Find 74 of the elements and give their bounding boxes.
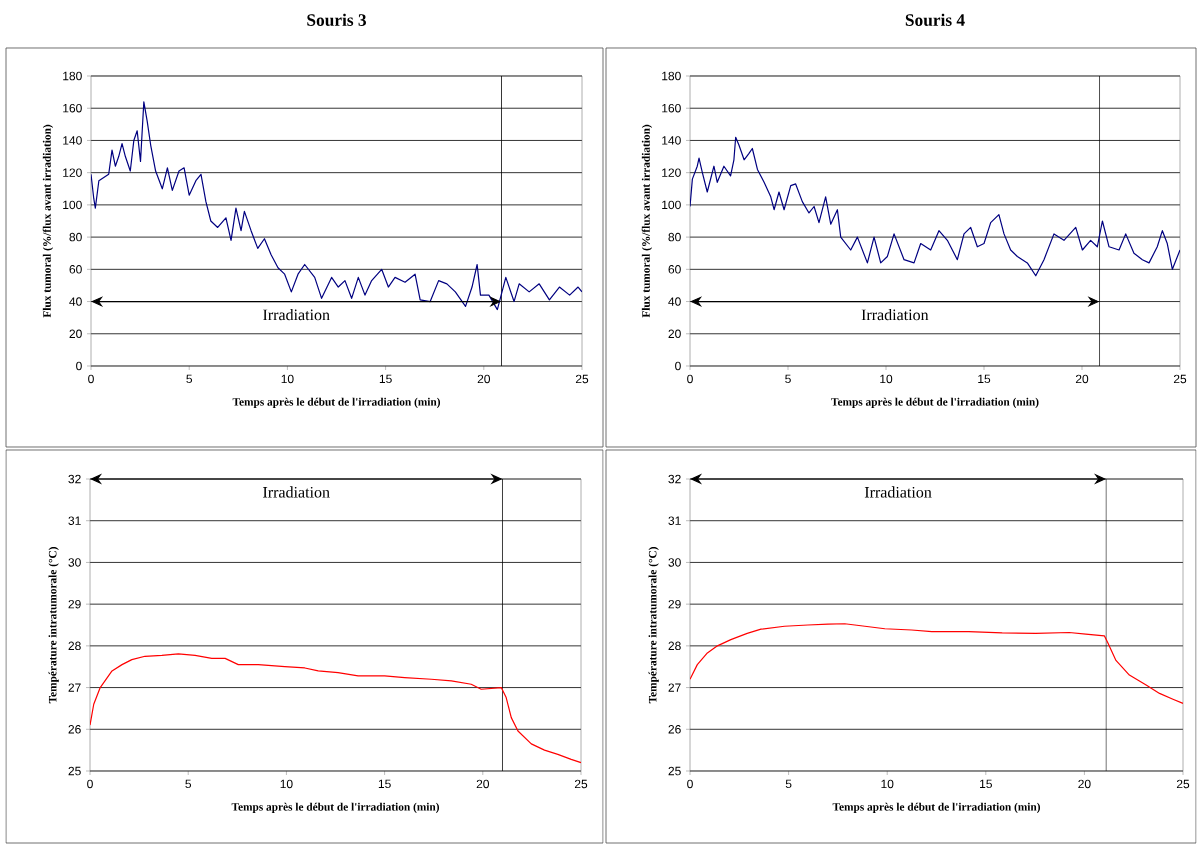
y-tick-label: 60: [69, 265, 82, 274]
annotation: Irradiation: [864, 486, 932, 498]
x-tick-label: 15: [379, 374, 392, 384]
x-axis-title: Temps après le début de l'irradiation (min): [832, 802, 1041, 813]
x-tick-label: 5: [785, 374, 791, 384]
y-tick-label: 180: [662, 71, 681, 81]
y-tick-label: 29: [668, 599, 681, 609]
y-tick-label: 60: [668, 265, 681, 274]
x-tick-label: 5: [185, 779, 192, 789]
y-tick-label: 160: [662, 103, 681, 113]
x-tick-label: 10: [881, 779, 894, 789]
y-tick-label: 140: [662, 136, 681, 145]
y-tick-label: 80: [668, 232, 681, 242]
y-tick-label: 25: [68, 766, 81, 776]
y-tick-label: 0: [76, 361, 82, 371]
x-tick-label: 20: [476, 779, 490, 789]
x-tick-label: 10: [281, 374, 294, 384]
y-tick-label: 100: [63, 200, 82, 210]
x-tick-label: 15: [980, 779, 992, 789]
y-tick-label: 28: [68, 641, 81, 651]
y-tick-label: 20: [668, 329, 681, 339]
y-tick-label: 25: [668, 766, 681, 776]
y-tick-label: 40: [69, 297, 82, 306]
y-tick-label: 40: [668, 297, 681, 306]
x-axis-title: Temps après le début de l'irradiation (min): [232, 397, 441, 408]
y-tick-label: 32: [68, 474, 81, 484]
y-tick-label: 28: [668, 641, 681, 651]
y-tick-label: 30: [668, 558, 681, 567]
x-tick-label: 25: [574, 779, 588, 789]
y-tick-label: 120: [662, 168, 681, 177]
x-axis-title: Temps après le début de l'irradiation (min): [231, 802, 440, 813]
y-tick-label: 31: [668, 516, 681, 525]
y-tick-label: 27: [668, 683, 681, 692]
x-tick-label: 25: [575, 374, 589, 384]
x-tick-label: 20: [1078, 779, 1091, 789]
y-tick-label: 20: [69, 329, 82, 339]
x-tick-label: 20: [1075, 374, 1089, 384]
y-tick-label: 29: [68, 599, 81, 609]
x-tick-label: 10: [280, 779, 293, 789]
x-tick-label: 0: [687, 779, 693, 789]
x-tick-label: 15: [378, 779, 391, 789]
y-tick-label: 180: [63, 71, 82, 81]
y-tick-label: 32: [668, 474, 681, 484]
chart-title: Souris 4: [905, 13, 965, 26]
x-tick-label: 5: [186, 374, 193, 384]
y-tick-label: 30: [68, 558, 81, 567]
y-tick-label: 0: [675, 361, 681, 371]
y-axis-title: Flux tumoral (%/flux avant irradiation): [42, 124, 54, 318]
x-tick-label: 10: [880, 374, 893, 384]
y-tick-label: 26: [68, 725, 81, 734]
y-tick-label: 140: [63, 136, 82, 145]
x-tick-label: 0: [87, 779, 93, 789]
y-tick-label: 26: [668, 725, 681, 734]
x-tick-label: 15: [978, 374, 991, 384]
x-tick-label: 20: [477, 374, 491, 384]
annotation: Irradiation: [861, 309, 929, 321]
y-tick-label: 31: [68, 516, 81, 525]
y-tick-label: 160: [63, 103, 82, 113]
annotation: Irradiation: [263, 309, 330, 321]
x-tick-label: 5: [785, 779, 792, 789]
y-tick-label: 27: [68, 683, 81, 692]
x-axis-title: Temps après le début de l'irradiation (min): [831, 397, 1039, 408]
y-axis-title: Température intratumorale (°C): [648, 547, 659, 704]
annotation: Irradiation: [263, 486, 330, 498]
x-tick-label: 25: [1173, 374, 1187, 384]
y-tick-label: 100: [662, 200, 681, 210]
y-axis-title: Température intratumorale (°C): [48, 547, 59, 704]
x-tick-label: 0: [88, 374, 94, 384]
y-axis-title: Flux tumoral (%/flux avant irradiation): [641, 124, 653, 318]
chart-title: Souris 3: [307, 13, 366, 26]
y-tick-label: 120: [63, 168, 82, 177]
x-tick-label: 0: [687, 374, 693, 384]
y-tick-label: 80: [69, 232, 82, 242]
x-tick-label: 25: [1176, 779, 1190, 789]
